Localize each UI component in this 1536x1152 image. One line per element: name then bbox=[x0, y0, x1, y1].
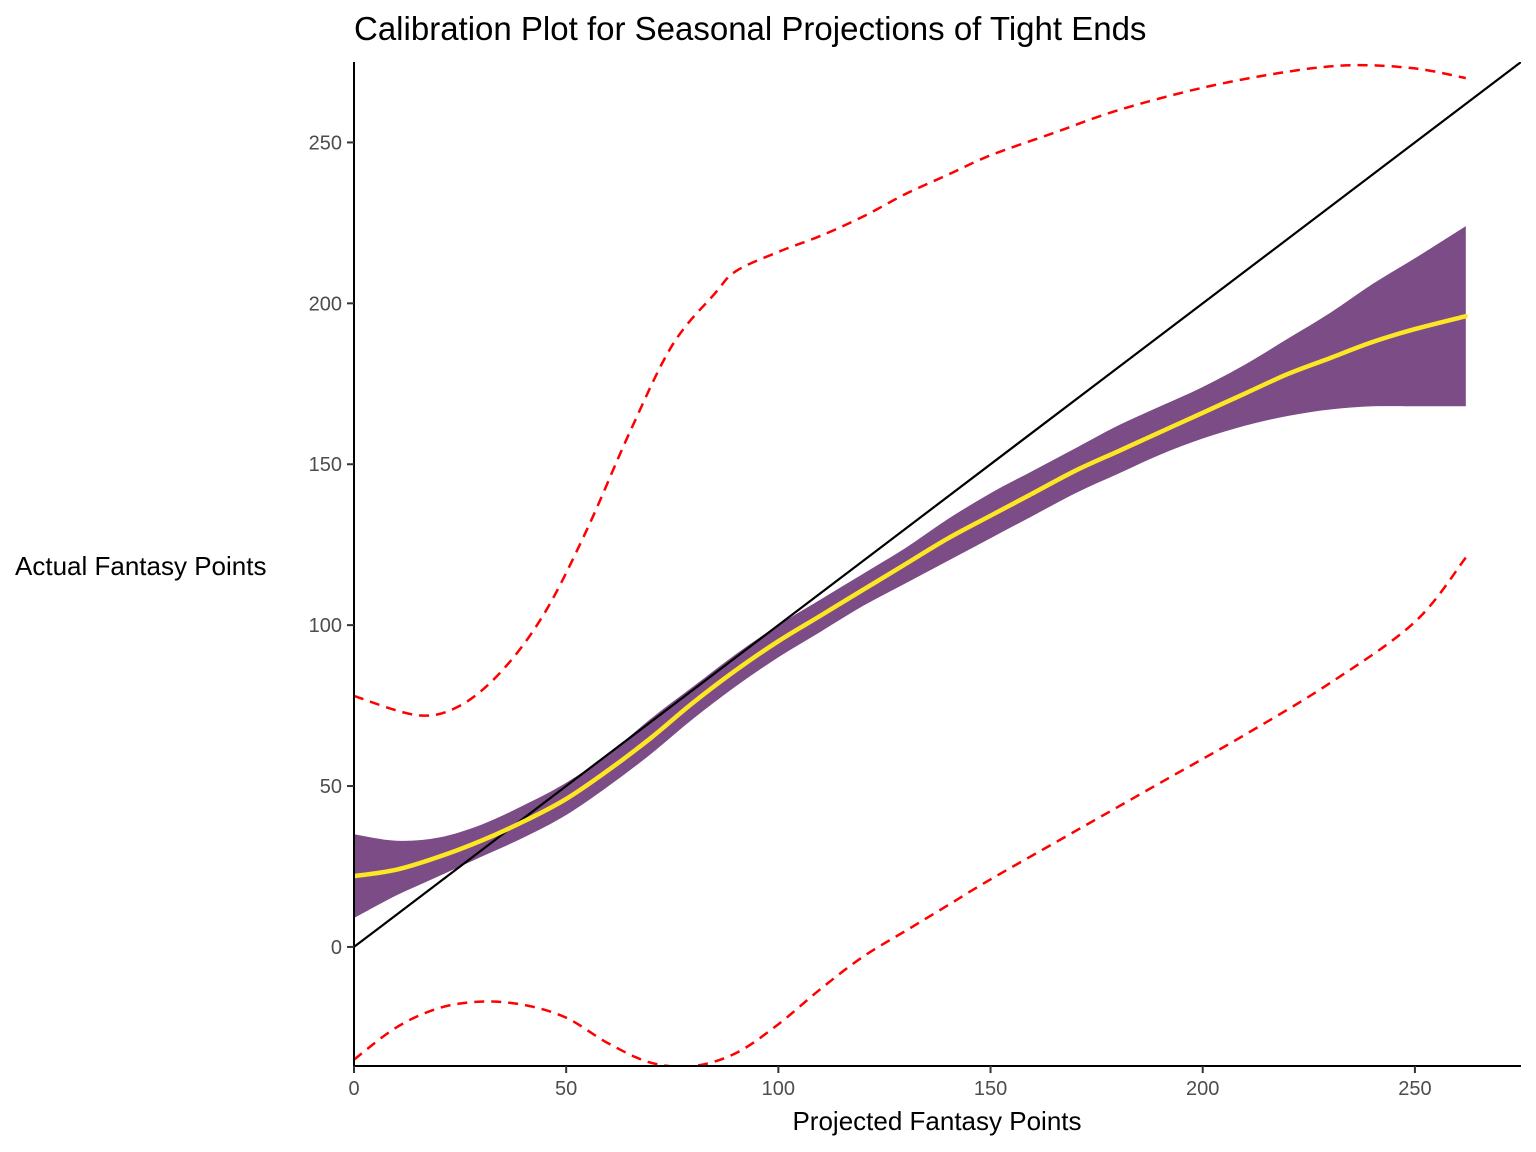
x-tick-label: 50 bbox=[555, 1078, 577, 1100]
y-tick-label: 0 bbox=[331, 937, 342, 959]
plot-area bbox=[354, 62, 1521, 1066]
chart-title: Calibration Plot for Seasonal Projection… bbox=[354, 10, 1146, 47]
x-axis-ticks: 0 50 100 150 200 250 bbox=[348, 1066, 1432, 1100]
y-axis-title: Actual Fantasy Points bbox=[15, 551, 266, 581]
confidence-band bbox=[354, 226, 1466, 919]
lower-prediction-bound bbox=[354, 556, 1467, 1066]
x-axis-title: Projected Fantasy Points bbox=[792, 1106, 1081, 1136]
x-tick-label: 200 bbox=[1186, 1078, 1219, 1100]
x-tick-label: 0 bbox=[348, 1078, 359, 1100]
y-tick-label: 100 bbox=[309, 615, 342, 637]
reference-line bbox=[354, 62, 1521, 948]
y-tick-label: 200 bbox=[309, 293, 342, 315]
x-tick-label: 250 bbox=[1398, 1078, 1431, 1100]
y-axis-ticks: 0 50 100 150 200 250 bbox=[309, 132, 354, 959]
y-tick-label: 50 bbox=[320, 776, 342, 798]
axes: 0 50 100 150 200 250 0 50 100 150 200 250 bbox=[309, 62, 1521, 1100]
smooth-fit-line bbox=[354, 313, 1469, 879]
x-tick-label: 150 bbox=[974, 1078, 1007, 1100]
upper-prediction-bound bbox=[354, 63, 1467, 717]
y-tick-label: 250 bbox=[309, 132, 342, 154]
x-tick-label: 100 bbox=[762, 1078, 795, 1100]
y-tick-label: 150 bbox=[309, 454, 342, 476]
